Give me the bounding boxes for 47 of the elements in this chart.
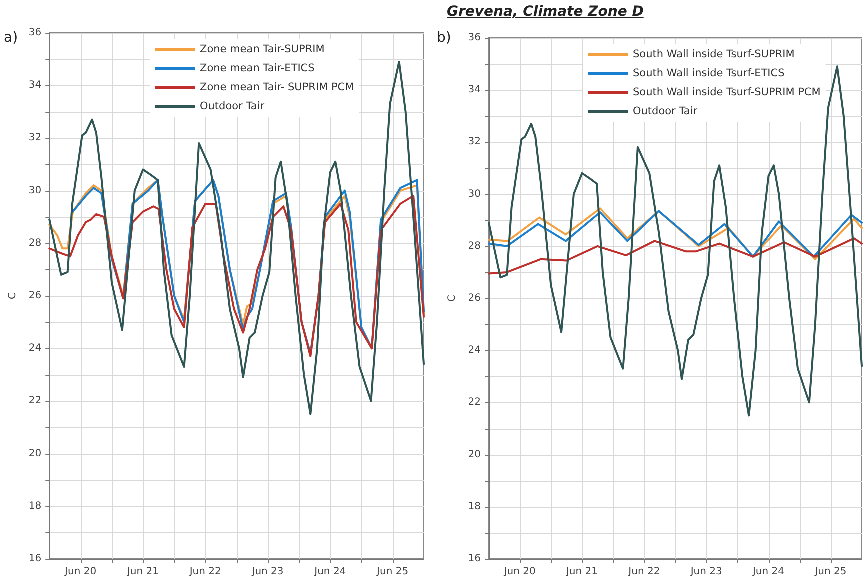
x-tick-label: Jun 20 bbox=[64, 566, 97, 577]
x-tick-label: Jun 21 bbox=[565, 566, 598, 577]
legend-label: South Wall inside Tsurf-SUPRIM bbox=[633, 48, 795, 60]
x-tick-label: Jun 20 bbox=[503, 566, 536, 577]
text: b) bbox=[437, 30, 452, 46]
y-tick-label: 24 bbox=[28, 343, 42, 354]
y-tick-label: 32 bbox=[28, 132, 42, 144]
x-tick-label: Jun 24 bbox=[752, 566, 785, 577]
y-tick-label: 28 bbox=[28, 238, 42, 249]
y-tick-label: 34 bbox=[468, 84, 481, 96]
y-tick-label: 20 bbox=[468, 449, 481, 460]
legend-label: South Wall inside Tsurf-ETICS bbox=[633, 68, 786, 80]
y-tick-label: 26 bbox=[28, 290, 42, 302]
chart-title: Grevena, Climate Zone D bbox=[447, 4, 644, 20]
legend-label: Outdoor Tair bbox=[633, 106, 698, 118]
text: a) bbox=[4, 30, 18, 46]
y-tick-label: 18 bbox=[28, 500, 42, 512]
legend-label: Outdoor Tair bbox=[200, 100, 266, 112]
y-tick-label: 26 bbox=[468, 293, 481, 304]
y-tick-label: 32 bbox=[468, 136, 481, 148]
legend-label: South Wall inside Tsurf-SUPRIM PCM bbox=[633, 86, 821, 98]
y-tick-label: 36 bbox=[28, 28, 42, 38]
y-tick-label: 36 bbox=[468, 32, 481, 44]
y-tick-label: 16 bbox=[28, 554, 42, 564]
y-tick-label: 22 bbox=[468, 397, 481, 408]
y-tick-label: 20 bbox=[28, 448, 42, 460]
y-axis-title: C bbox=[8, 292, 18, 300]
x-tick-label: Jun 22 bbox=[188, 566, 222, 577]
y-tick-label: 18 bbox=[468, 501, 481, 512]
y-tick-label: 16 bbox=[468, 554, 481, 564]
x-tick-label: Jun 25 bbox=[814, 566, 847, 577]
legend-label: Zone mean Tair-SUPRIM bbox=[200, 44, 325, 56]
legend-label: Zone mean Tair-ETICS bbox=[200, 62, 316, 74]
x-tick-label: Jun 23 bbox=[690, 566, 722, 577]
y-tick-label: 30 bbox=[468, 188, 481, 200]
x-tick-label: Jun 25 bbox=[376, 566, 409, 577]
x-tick-label: Jun 21 bbox=[126, 566, 159, 577]
x-tick-label: Jun 22 bbox=[628, 566, 660, 577]
y-tick-label: 24 bbox=[468, 345, 481, 356]
y-tick-label: 34 bbox=[28, 80, 42, 92]
y-tick-label: 22 bbox=[28, 396, 42, 407]
x-tick-label: Jun 23 bbox=[251, 566, 284, 577]
y-tick-label: 30 bbox=[28, 185, 42, 196]
y-axis-title: C bbox=[446, 294, 458, 302]
y-tick-label: 28 bbox=[468, 240, 481, 252]
x-tick-label: Jun 24 bbox=[314, 566, 346, 577]
legend-label: Zone mean Tair- SUPRIM PCM bbox=[200, 82, 354, 94]
